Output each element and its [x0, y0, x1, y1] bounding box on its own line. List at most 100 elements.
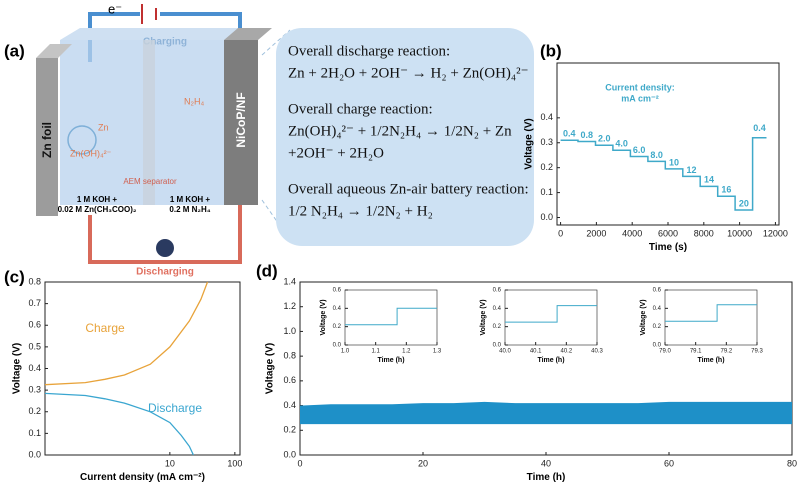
plot-frame — [664, 289, 758, 346]
y-axis-title: Voltage (V) — [265, 343, 276, 394]
discharging: Discharging — [136, 267, 194, 278]
y-tick-label: 0.4 — [283, 400, 296, 410]
x-tick-label: 2000 — [586, 228, 606, 238]
y-tick-label: 0.3 — [28, 385, 41, 395]
step-label: 0.8 — [581, 130, 594, 140]
schematic: e⁻ Discharging Charging Zn foil NiCoP/NF… — [36, 1, 534, 278]
x-axis-title: Current density (mA cm⁻²) — [80, 472, 205, 483]
plot-frame — [344, 289, 438, 346]
x-tick-label: 79.2 — [720, 349, 732, 355]
y-tick-label: 0.7 — [28, 298, 41, 308]
electrolyte: 1 M KOH + — [77, 195, 118, 204]
y-tick-label: 0.0 — [540, 212, 553, 222]
series-line — [560, 137, 767, 211]
plot-frame — [556, 62, 780, 226]
species: N₂H₄ — [184, 96, 204, 106]
y-tick-label: 0.5 — [28, 341, 41, 351]
series-line — [44, 281, 209, 386]
y-tick-label: 0.2 — [333, 324, 342, 330]
y-axis-title: Voltage (V) — [524, 118, 535, 169]
reaction-equation: Zn + 2H₂O + 2OH⁻ → H₂ + Zn(OH)₄²⁻ — [288, 65, 529, 81]
y-tick-label: 0.6 — [493, 288, 502, 294]
x-tick-label: 40.1 — [530, 349, 542, 355]
x-tick-label: 1.2 — [402, 349, 411, 355]
x-axis-title: Time (h) — [697, 357, 724, 364]
separator — [143, 40, 155, 205]
cell-top — [60, 28, 260, 40]
y-tick-label: 0.2 — [540, 162, 553, 172]
y-tick-label: 0.1 — [540, 187, 553, 197]
y-tick-label: 0.8 — [283, 351, 296, 361]
step-label: 0.4 — [563, 129, 576, 139]
y-axis-title: Voltage (V) — [12, 343, 23, 394]
x-axis-title: Time (h) — [527, 472, 566, 483]
panel-label: (a) — [4, 41, 25, 60]
reaction-equation: 1/2 N₂H₄ → 1/2N₂ + H₂ — [288, 203, 433, 219]
x-tick-label: 40 — [541, 458, 551, 468]
step-label: 2.0 — [598, 134, 611, 144]
anode — [36, 58, 58, 216]
annotation: Current density: — [605, 82, 675, 92]
step-label: 8.0 — [650, 150, 663, 160]
y-tick-label: 0.0 — [283, 449, 296, 459]
y-tick-label: 0.6 — [653, 288, 662, 294]
reaction-box — [276, 28, 534, 246]
x-tick-label: 4000 — [622, 228, 642, 238]
reaction-equation: Zn(OH)₄²⁻ + 1/2N₂H₄ → 1/2N₂ + Zn — [288, 123, 512, 139]
panel-label: (b) — [540, 41, 562, 60]
panel-label: (d) — [256, 261, 278, 280]
species: Zn(OH)₄²⁻ — [70, 148, 112, 158]
x-tick-label: 10 — [165, 458, 175, 468]
series-line — [44, 392, 194, 456]
y-tick-label: 0.0 — [28, 449, 41, 459]
series-label: Discharge — [148, 401, 202, 415]
reaction-title: Overall charge reaction: — [288, 101, 433, 117]
x-tick-label: 40.3 — [591, 349, 603, 355]
x-axis-title: Time (h) — [377, 357, 404, 364]
x-tick-label: 20 — [418, 458, 428, 468]
y-tick-label: 0.2 — [28, 406, 41, 416]
step-label: 10 — [669, 157, 679, 167]
x-tick-label: 6000 — [658, 228, 678, 238]
y-tick-label: 0.2 — [493, 324, 502, 330]
y-axis-title: Voltage (V) — [640, 299, 647, 335]
annotation: mA cm⁻² — [621, 93, 658, 103]
electrolyte: 0.2 M N₂H₄ — [169, 205, 210, 214]
plot-frame — [44, 281, 241, 456]
x-tick-label: 100 — [227, 458, 242, 468]
series-line — [345, 307, 437, 326]
y-tick-label: 0.4 — [540, 112, 553, 122]
y-tick-label: 0.6 — [283, 375, 296, 385]
series-line — [505, 305, 597, 323]
step-label: 16 — [721, 185, 731, 195]
electrolyte: 0.02 M Zn(CH₃COO)₂ — [58, 205, 137, 214]
charging: Charging — [143, 37, 187, 48]
anode-label: Zn foil — [40, 122, 54, 158]
step-label: 20 — [739, 198, 749, 208]
y-tick-label: 1.2 — [283, 301, 296, 311]
species: Zn — [98, 122, 109, 132]
reaction-title: Overall aqueous Zn-air battery reaction: — [288, 181, 529, 197]
y-tick-label: 1.0 — [283, 326, 296, 336]
y-tick-label: 0.8 — [28, 276, 41, 286]
x-tick-label: 8000 — [694, 228, 714, 238]
y-tick-label: 0.4 — [28, 363, 41, 373]
x-axis-title: Time (h) — [537, 357, 564, 364]
y-tick-label: 0.4 — [333, 306, 342, 312]
step-label: 0.4 — [753, 123, 766, 133]
x-tick-label: 79.3 — [751, 349, 763, 355]
reaction-title: Overall discharge reaction: — [288, 43, 450, 59]
y-tick-label: 0.4 — [493, 306, 502, 312]
x-tick-label: 0 — [558, 228, 563, 238]
electrolyte: 1 M KOH + — [170, 195, 211, 204]
x-tick-label: 1.3 — [433, 349, 442, 355]
x-tick-label: 40.2 — [560, 349, 572, 355]
y-tick-label: 0.1 — [28, 428, 41, 438]
x-tick-label: 80 — [787, 458, 797, 468]
y-tick-label: 0.2 — [653, 324, 662, 330]
wire — [88, 205, 242, 264]
separator-label: AEM separator — [123, 177, 177, 186]
panel-label: (c) — [4, 267, 25, 286]
x-tick-label: 1.1 — [371, 349, 380, 355]
